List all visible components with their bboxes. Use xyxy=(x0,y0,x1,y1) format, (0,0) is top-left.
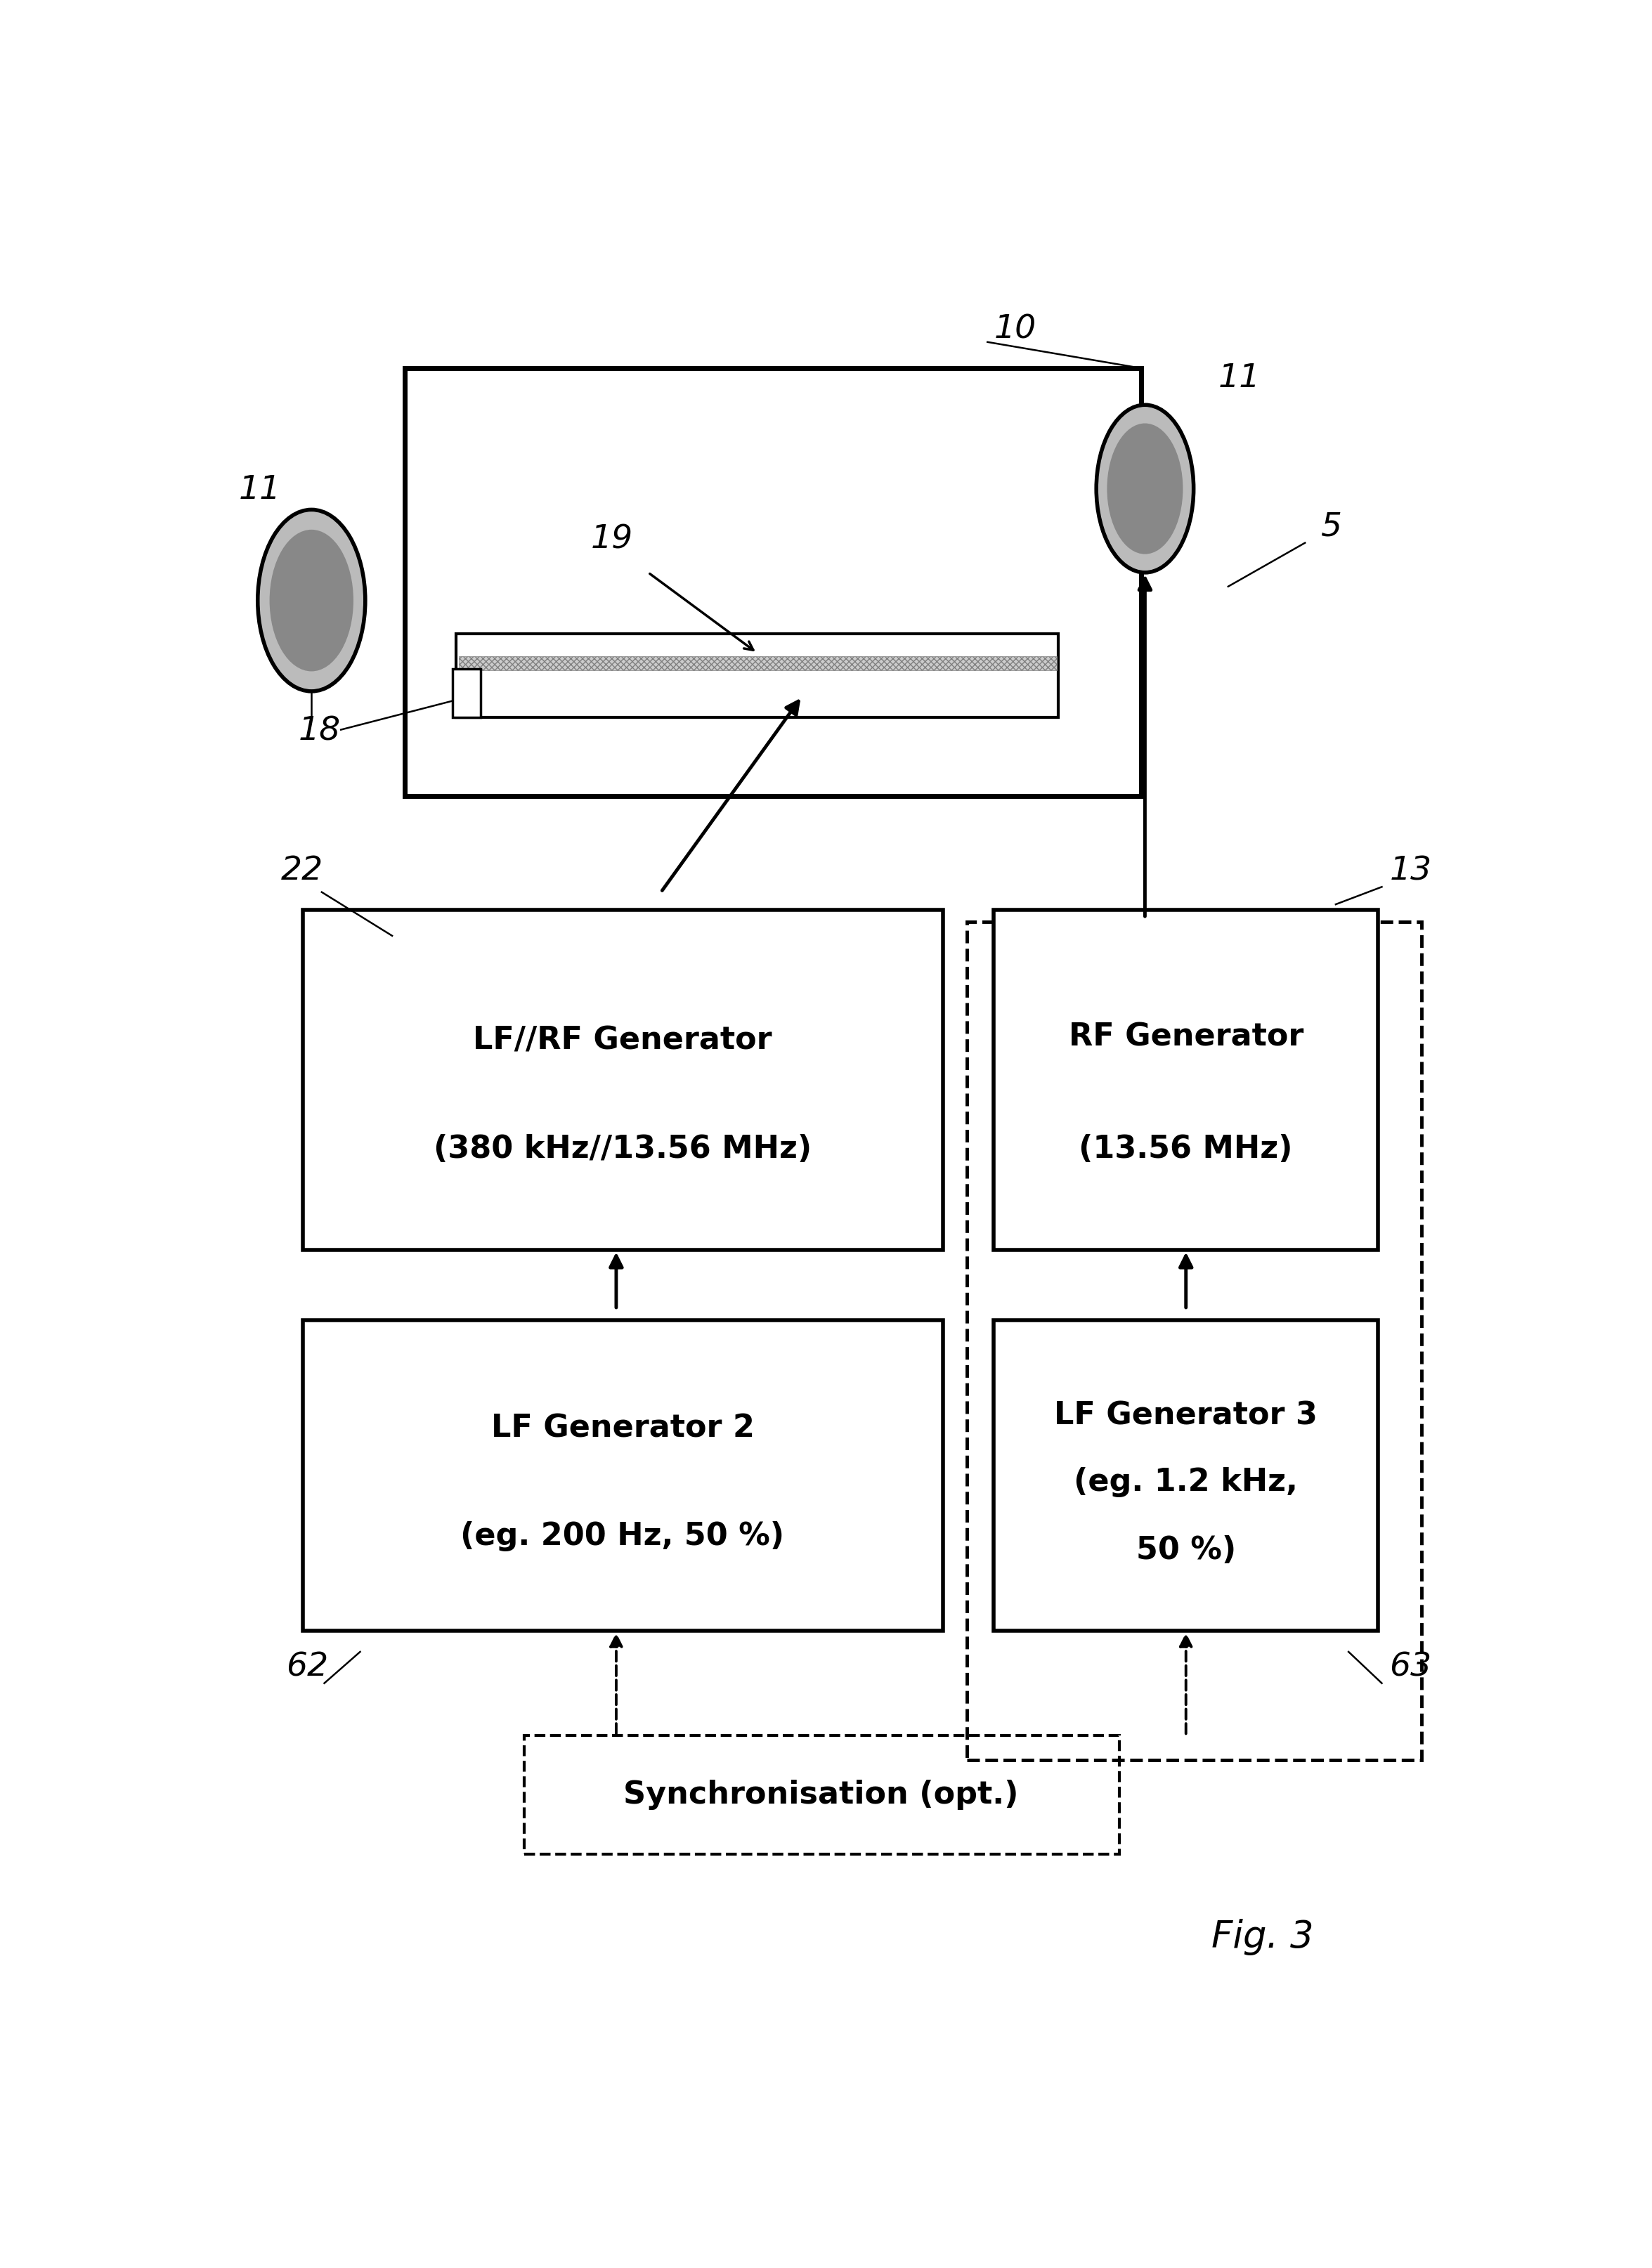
Text: 62: 62 xyxy=(286,1651,329,1683)
Text: 10: 10 xyxy=(995,313,1036,345)
Bar xyxy=(453,669,481,717)
Text: 13: 13 xyxy=(1389,855,1432,887)
Bar xyxy=(459,655,1057,671)
Bar xyxy=(302,1320,943,1631)
Text: (eg. 1.2 kHz,: (eg. 1.2 kHz, xyxy=(1074,1467,1298,1497)
Bar xyxy=(966,921,1421,1760)
Text: RF Generator: RF Generator xyxy=(1069,1023,1303,1052)
Text: Fig. 3: Fig. 3 xyxy=(1211,1919,1313,1955)
Bar xyxy=(456,633,1057,717)
Text: (13.56 MHz): (13.56 MHz) xyxy=(1079,1134,1294,1163)
Text: Synchronisation (opt.): Synchronisation (opt.) xyxy=(623,1780,1019,1810)
Ellipse shape xyxy=(1097,406,1194,572)
Bar xyxy=(524,1735,1120,1855)
Text: (eg. 200 Hz, 50 %): (eg. 200 Hz, 50 %) xyxy=(461,1522,785,1551)
Text: 50 %): 50 %) xyxy=(1137,1535,1236,1565)
Text: 11: 11 xyxy=(238,474,281,506)
Text: 5: 5 xyxy=(1320,510,1341,542)
Text: LF Generator 2: LF Generator 2 xyxy=(491,1413,755,1442)
Bar xyxy=(302,909,943,1250)
Text: 63: 63 xyxy=(1389,1651,1432,1683)
Bar xyxy=(995,1320,1378,1631)
Text: LF Generator 3: LF Generator 3 xyxy=(1054,1402,1318,1431)
Ellipse shape xyxy=(269,531,354,671)
Text: (380 kHz//13.56 MHz): (380 kHz//13.56 MHz) xyxy=(433,1134,811,1163)
Text: 22: 22 xyxy=(281,855,324,887)
Ellipse shape xyxy=(1107,424,1183,553)
Text: 11: 11 xyxy=(1218,363,1260,395)
Ellipse shape xyxy=(258,510,365,692)
Bar xyxy=(995,909,1378,1250)
Bar xyxy=(405,367,1142,796)
Text: LF//RF Generator: LF//RF Generator xyxy=(472,1025,771,1055)
Text: 18: 18 xyxy=(299,714,340,746)
Text: 19: 19 xyxy=(591,524,633,556)
